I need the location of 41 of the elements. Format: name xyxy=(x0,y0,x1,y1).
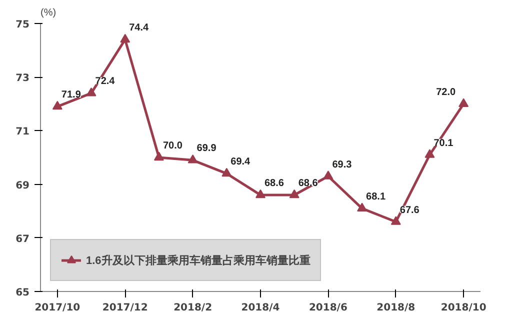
point xyxy=(458,98,469,107)
point xyxy=(357,202,368,212)
point xyxy=(120,34,130,43)
point xyxy=(86,87,96,96)
point xyxy=(424,149,435,158)
y-tick-label: 67 xyxy=(16,234,30,245)
point xyxy=(52,100,62,110)
x-tick-label: 2018/4 xyxy=(241,302,280,314)
point xyxy=(323,170,334,180)
y-tick-label: 65 xyxy=(16,288,30,298)
data-label: 68.1 xyxy=(366,191,386,202)
point xyxy=(289,189,300,198)
data-label: 74.4 xyxy=(129,22,150,34)
point xyxy=(390,216,401,225)
data-label: 67.6 xyxy=(400,204,420,216)
data-label: 69.9 xyxy=(196,143,217,154)
data-label: 69.3 xyxy=(332,159,352,170)
data-label: 70.0 xyxy=(162,140,183,152)
y-tick-label: 75 xyxy=(16,20,30,30)
data-label: 69.4 xyxy=(230,156,251,168)
data-label: 68.6 xyxy=(264,178,284,190)
x-tick-label: 2017/12 xyxy=(102,302,148,314)
point xyxy=(154,152,164,161)
y-tick-label: 69 xyxy=(16,180,30,192)
data-label: 72.0 xyxy=(436,86,456,98)
point xyxy=(256,189,266,198)
data-label: 72.4 xyxy=(95,76,116,88)
point xyxy=(188,154,198,164)
x-tick-label: 2018/6 xyxy=(308,302,348,314)
x-tick-label: 2018/2 xyxy=(174,302,212,314)
x-tick-label: 2018/8 xyxy=(376,302,416,314)
data-label: 70.1 xyxy=(434,138,454,149)
y-tick-label: 73 xyxy=(16,73,30,84)
y-axis-title: (%) xyxy=(40,8,56,18)
y-tick-label: 71 xyxy=(16,126,30,138)
legend-label: 1.6升及以下排量乘用车销量占乘用车销量比重 xyxy=(86,254,310,268)
x-tick-label: 2018/10 xyxy=(440,302,486,314)
data-label: 68.6 xyxy=(298,178,318,190)
point xyxy=(222,168,232,177)
x-tick-label: 2017/10 xyxy=(34,302,80,314)
data-label: 71.9 xyxy=(61,90,82,101)
